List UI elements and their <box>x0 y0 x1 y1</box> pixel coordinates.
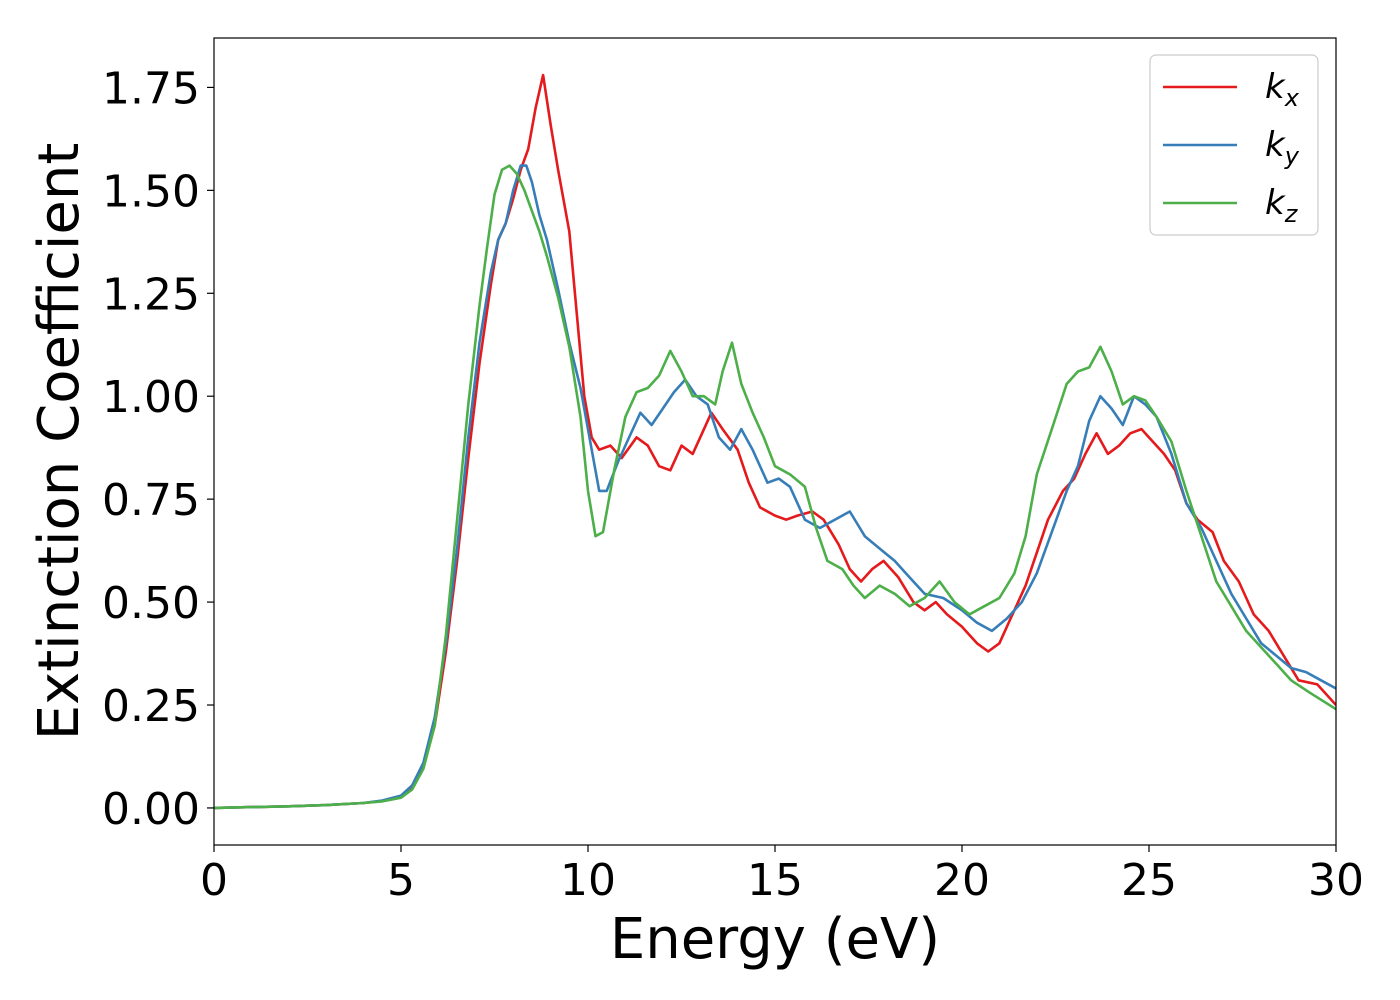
legend-label-subscript: x <box>1284 84 1300 112</box>
legend-label: kz <box>1265 183 1299 228</box>
y-tick-label: 0.75 <box>102 475 200 526</box>
x-tick-label: 5 <box>387 855 415 906</box>
x-tick-label: 10 <box>560 855 616 906</box>
y-tick-label: 1.00 <box>102 372 200 423</box>
series-layer <box>214 73 1336 810</box>
x-axis-title: Energy (eV) <box>610 907 940 972</box>
x-tick-label: 20 <box>934 855 990 906</box>
x-tick-label: 25 <box>1121 855 1177 906</box>
legend-label: ky <box>1265 125 1300 170</box>
x-tick-label: 15 <box>747 855 803 906</box>
legend-label-subscript: y <box>1284 142 1300 170</box>
series-line-kx <box>214 73 1336 810</box>
x-tick-label: 30 <box>1308 855 1364 906</box>
legend-label-base: k <box>1265 183 1286 223</box>
legend-label-base: k <box>1265 67 1286 107</box>
y-axis: 0.00 0.25 0.50 0.75 1.00 1.25 1.50 1.75 <box>102 63 214 835</box>
y-tick-label: 1.50 <box>102 166 200 217</box>
x-axis: 0 5 10 15 20 25 30 <box>200 845 1364 906</box>
legend-label-subscript: z <box>1284 200 1299 228</box>
y-tick-label: 1.75 <box>102 63 200 114</box>
y-tick-label: 0.50 <box>102 578 200 629</box>
y-tick-label: 1.25 <box>102 269 200 320</box>
x-tick-label: 0 <box>200 855 228 906</box>
y-tick-label: 0.25 <box>102 681 200 732</box>
y-axis-title: Extinction Coefficient <box>27 143 92 741</box>
legend-label-base: k <box>1265 125 1286 165</box>
series-line-kz <box>214 164 1336 810</box>
legend-label: kx <box>1265 67 1300 112</box>
y-tick-label: 0.00 <box>102 784 200 835</box>
